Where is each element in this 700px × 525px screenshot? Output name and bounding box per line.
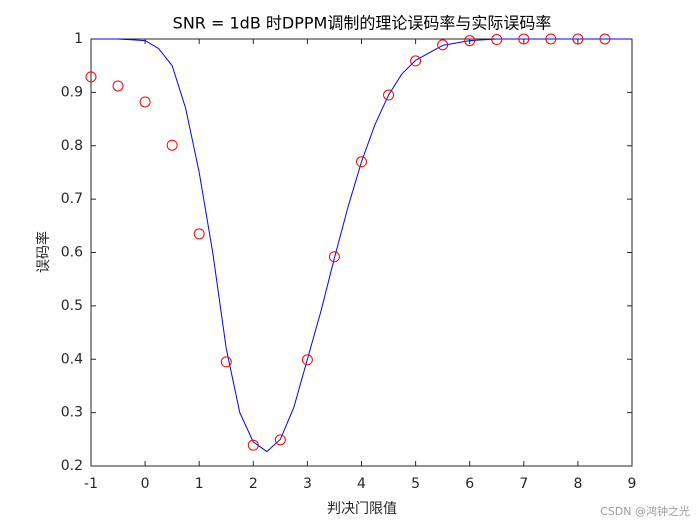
x-tick-label: 6 — [465, 476, 474, 492]
data-point — [545, 33, 557, 45]
y-tick-label: 0.3 — [61, 405, 83, 421]
data-point — [85, 71, 97, 83]
x-tick-label: 4 — [357, 476, 366, 492]
y-tick-label: 0.8 — [61, 138, 83, 154]
y-tick-label: 1 — [74, 31, 83, 47]
data-point — [112, 80, 124, 92]
data-point — [274, 434, 286, 446]
x-tick-label: 1 — [195, 476, 204, 492]
data-point — [166, 139, 178, 151]
y-tick-label: 0.6 — [61, 245, 83, 261]
y-tick-label: 0.5 — [61, 298, 83, 314]
data-point — [518, 33, 530, 45]
plot-area — [90, 38, 633, 467]
y-tick-label: 0.9 — [61, 84, 83, 100]
data-point — [301, 354, 313, 366]
data-point — [356, 156, 367, 168]
data-point — [599, 33, 611, 45]
x-tick-label: 0 — [141, 476, 150, 492]
data-point — [139, 96, 151, 108]
data-point — [328, 251, 340, 263]
x-tick-label: 8 — [573, 476, 582, 492]
data-point — [572, 33, 584, 45]
x-tick-label: 5 — [411, 476, 420, 492]
x-axis-label: 判决门限值 — [327, 501, 397, 517]
data-point — [193, 228, 205, 240]
theory-curve — [91, 38, 632, 453]
data-point — [410, 55, 422, 67]
x-tick-label: 2 — [249, 476, 258, 492]
data-point — [247, 439, 259, 451]
chart-title: SNR = 1dB 时DPPM调制的理论误码率与实际误码率 — [173, 14, 552, 33]
data-point — [464, 35, 476, 47]
y-tick-label: 0.4 — [61, 351, 83, 367]
y-tick-label: 0.7 — [61, 191, 83, 207]
x-tick-label: 9 — [628, 476, 637, 492]
data-point — [437, 39, 449, 51]
y-axis-label: 误码率 — [35, 231, 52, 273]
data-point — [491, 34, 503, 46]
x-tick-label: 3 — [303, 476, 312, 492]
data-point — [383, 89, 395, 101]
watermark: CSDN @鸿钟之光 — [600, 504, 690, 518]
x-tick-label: 7 — [519, 476, 528, 492]
data-point — [220, 356, 232, 368]
y-tick-label: 0.2 — [61, 458, 83, 474]
x-tick-label: -1 — [84, 476, 98, 492]
